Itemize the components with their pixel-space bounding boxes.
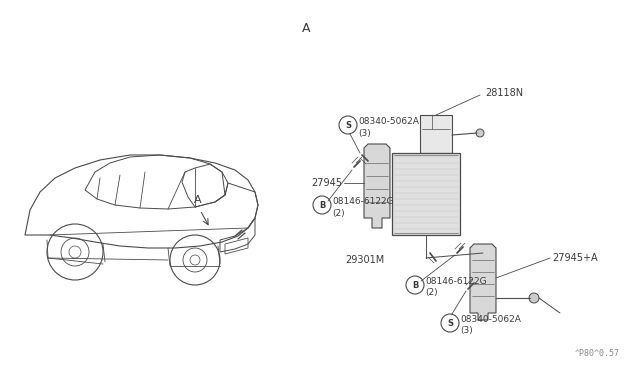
Text: 08146-6122G: 08146-6122G <box>332 196 394 205</box>
Text: 08340-5062A: 08340-5062A <box>460 314 521 324</box>
Text: 08146-6122G: 08146-6122G <box>425 276 486 285</box>
Bar <box>420 115 452 153</box>
Text: 27945: 27945 <box>311 178 342 188</box>
Text: S: S <box>345 121 351 129</box>
Text: (2): (2) <box>425 289 438 298</box>
Text: (2): (2) <box>332 208 344 218</box>
Polygon shape <box>364 144 390 228</box>
Text: (3): (3) <box>460 327 473 336</box>
Text: 28118N: 28118N <box>485 88 523 98</box>
Text: B: B <box>412 280 418 289</box>
Text: A: A <box>194 195 202 205</box>
Text: (3): (3) <box>358 128 371 138</box>
Text: A: A <box>302 22 310 35</box>
Text: B: B <box>319 201 325 209</box>
Circle shape <box>476 129 484 137</box>
Polygon shape <box>470 244 496 320</box>
Text: S: S <box>447 318 453 327</box>
Circle shape <box>529 293 539 303</box>
Text: ^P80^0.57: ^P80^0.57 <box>575 349 620 358</box>
Bar <box>392 153 460 235</box>
Text: 08340-5062A: 08340-5062A <box>358 116 419 125</box>
Text: 29301M: 29301M <box>345 255 384 265</box>
Text: 27945+A: 27945+A <box>552 253 598 263</box>
